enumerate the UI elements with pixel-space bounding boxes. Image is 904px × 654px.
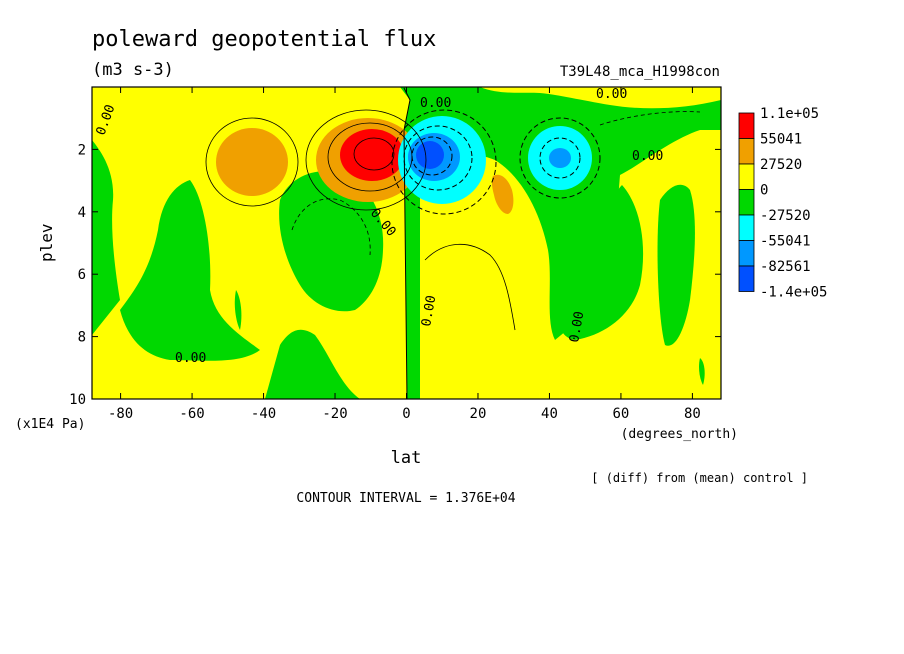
x-tick-label: -60 xyxy=(179,406,204,422)
x-tick-label: 60 xyxy=(613,406,630,422)
y-tick-label: 2 xyxy=(78,142,86,158)
x-axis-units: (degrees_north) xyxy=(621,427,738,442)
region-green-pocket-south-small xyxy=(234,290,242,330)
zero-label: 0.00 xyxy=(175,351,206,366)
region-deepblue-north-a xyxy=(416,141,444,169)
region-green-pocket-south xyxy=(120,180,260,361)
zero-label: 0.00 xyxy=(632,149,663,164)
chart-title: poleward geopotential flux xyxy=(92,27,436,52)
x-tick-label: 40 xyxy=(541,406,558,422)
colorbar-swatch xyxy=(738,240,755,267)
colorbar: 1.1e+05 55041 27520 0 -27520 -55041 -82561 -1.4… xyxy=(738,106,827,301)
region-orange-south xyxy=(216,128,288,196)
x-tick-label: 0 xyxy=(402,406,410,422)
contour-pos-north-thin xyxy=(424,243,516,331)
x-tick-label: 80 xyxy=(684,406,701,422)
y-tick-label: 8 xyxy=(78,330,86,346)
region-yellow-north-top xyxy=(480,87,721,109)
colorbar-label: -1.4e+05 xyxy=(760,285,827,301)
contour-pos-center-core xyxy=(353,137,395,171)
contour-neg-north-a-outer xyxy=(391,109,497,215)
colorbar-label: 1.1e+05 xyxy=(760,106,819,122)
contour-neg-dashed-north xyxy=(599,111,701,126)
region-green-pocket-mid xyxy=(279,171,384,312)
x-axis: -80 -60 -40 -20 0 20 40 60 80 xyxy=(108,87,701,422)
region-green-pocket-east xyxy=(657,184,695,346)
colorbar-label: 27520 xyxy=(760,157,802,173)
region-green-pocket-north-small xyxy=(699,358,705,385)
zero-label: 0.00 xyxy=(567,310,587,343)
colorbar-label: 55041 xyxy=(760,132,802,148)
colorbar-swatch xyxy=(738,138,755,165)
colorbar-swatch xyxy=(738,112,755,139)
x-axis-label: lat xyxy=(391,448,422,468)
plot-area: 0.00 0.00 0.00 0.00 0.00 0.00 0.00 0.00 … xyxy=(69,86,722,422)
colorbar-label: 0 xyxy=(760,183,768,199)
diff-note: [ (diff) from (mean) control ] xyxy=(591,471,808,485)
y-tick-label: 6 xyxy=(78,267,86,283)
colorbar-swatch xyxy=(738,214,755,241)
contour-pos-south xyxy=(205,117,299,207)
contour-interval-label: CONTOUR INTERVAL = 1.376E+04 xyxy=(296,491,515,506)
x-tick-label: -80 xyxy=(108,406,133,422)
contour-neg-north-b-outer xyxy=(519,117,601,199)
zero-label: 0.00 xyxy=(420,96,451,111)
colorbar-label: -55041 xyxy=(760,234,811,250)
colorbar-swatch xyxy=(738,163,755,190)
y-axis-units: (x1E4 Pa) xyxy=(15,417,85,432)
x-tick-label: -40 xyxy=(251,406,276,422)
zero-label: 0.00 xyxy=(419,294,439,327)
contour-zero-equator xyxy=(403,87,411,399)
region-blue-north-b xyxy=(549,148,571,168)
region-orange-north xyxy=(491,174,514,214)
contour-pos-center-outer xyxy=(305,109,427,211)
colorbar-swatch xyxy=(738,189,755,216)
zero-label: 0.00 xyxy=(596,87,627,102)
x-tick-label: -20 xyxy=(322,406,347,422)
colorbar-label: -82561 xyxy=(760,259,811,275)
region-red-center xyxy=(340,129,404,181)
contour-neg-dashed-south xyxy=(291,198,371,256)
colorbar-swatch xyxy=(738,265,755,292)
x-tick-label: 20 xyxy=(470,406,487,422)
chart-units: (m3 s-3) xyxy=(92,60,174,80)
y-axis: 2 4 6 8 10 xyxy=(69,142,721,408)
contour-neg-north-b-inner xyxy=(539,137,581,179)
y-tick-label: 4 xyxy=(78,205,86,221)
y-tick-label: 10 xyxy=(69,392,86,408)
run-label: T39L48_mca_H1998con xyxy=(560,64,720,80)
colorbar-label: -27520 xyxy=(760,208,811,224)
y-axis-label: plev xyxy=(37,223,56,262)
contour-neg-north-a-mid xyxy=(403,125,473,191)
contour-neg-north-a-inner xyxy=(411,136,453,176)
region-green-pocket-north xyxy=(558,185,644,340)
